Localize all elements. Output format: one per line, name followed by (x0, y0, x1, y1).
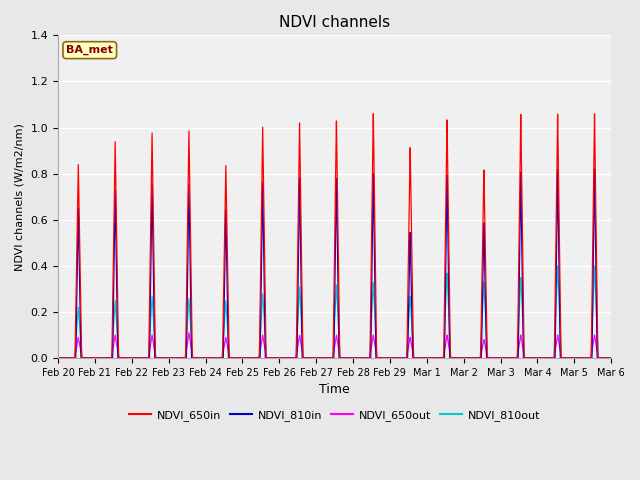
Title: NDVI channels: NDVI channels (279, 15, 390, 30)
X-axis label: Time: Time (319, 383, 350, 396)
Y-axis label: NDVI channels (W/m2/nm): NDVI channels (W/m2/nm) (15, 123, 25, 271)
Text: BA_met: BA_met (67, 45, 113, 55)
Legend: NDVI_650in, NDVI_810in, NDVI_650out, NDVI_810out: NDVI_650in, NDVI_810in, NDVI_650out, NDV… (124, 406, 545, 425)
